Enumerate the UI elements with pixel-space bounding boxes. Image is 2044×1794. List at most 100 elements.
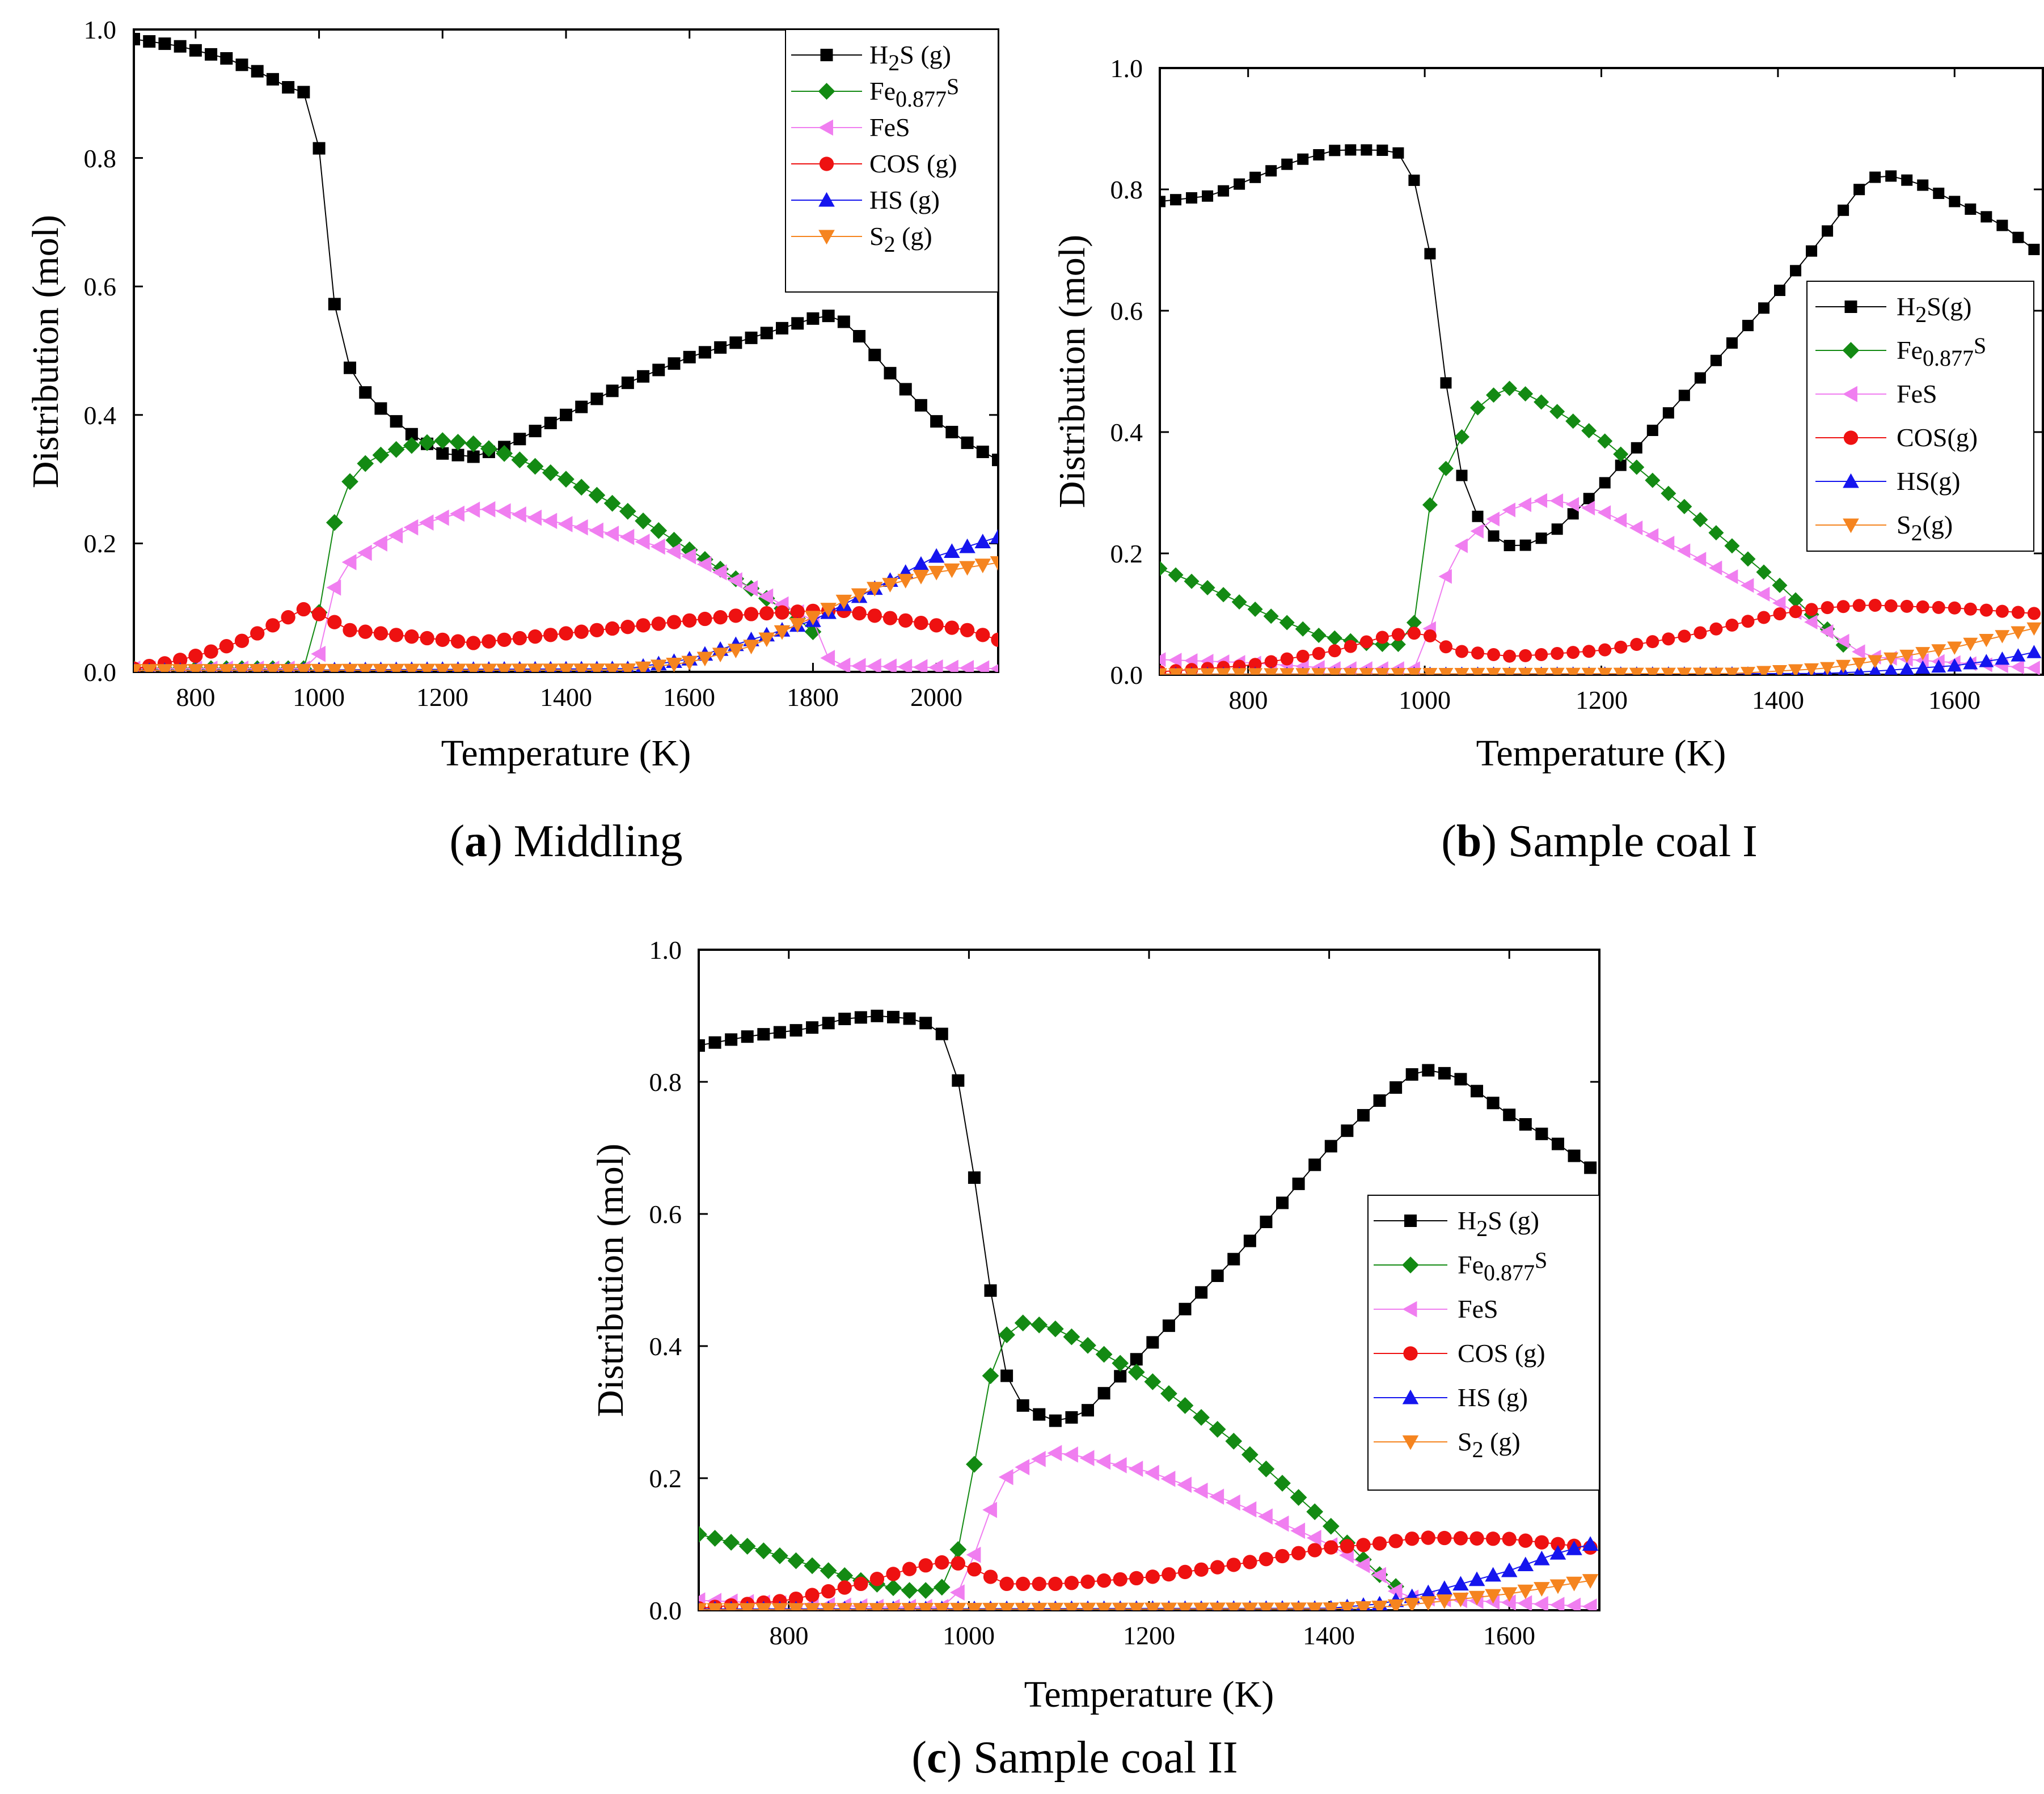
data-point [403,663,420,672]
data-point [913,570,930,585]
data-point [134,664,142,672]
legend-marker [1844,301,1857,313]
data-point [930,415,943,428]
data-point [357,663,374,672]
data-point [1306,1602,1323,1610]
data-point [758,632,775,648]
data-point [1519,649,1532,662]
data-point [574,624,589,639]
data-point [573,663,590,672]
data-point [1082,1404,1095,1417]
data-point [759,606,774,621]
data-point [1345,144,1357,156]
data-point [1170,194,1182,206]
data-point [1645,667,1660,675]
data-point [935,1027,948,1040]
legend-label-tail: S [1974,333,1986,358]
data-point [914,399,927,412]
data-point [1193,1482,1208,1499]
data-point [1772,595,1786,611]
data-point [1568,1149,1581,1162]
data-point [1274,1515,1289,1532]
data-point [790,604,805,619]
data-point [1438,460,1454,476]
legend-marker [1843,386,1857,403]
legend-entry: COS (g) [1374,1339,1545,1368]
data-point [559,626,573,641]
data-point [1361,144,1372,156]
data-point [1390,1081,1403,1094]
data-point [357,455,374,472]
data-point [266,73,279,86]
data-point [805,611,821,625]
data-point [1932,600,1945,614]
data-point [1470,400,1486,416]
legend-label-main: FeS [1897,379,1937,408]
data-point [1322,1517,1340,1535]
y-tick-label: 0.6 [84,272,117,301]
data-point [1437,1530,1452,1546]
x-tick-labels: 800 1000 1200 1400 1600 [770,1621,1536,1650]
data-point [1534,1596,1548,1610]
data-point [712,648,729,663]
data-point [1788,664,1804,675]
data-point [998,1602,1015,1610]
data-point [1339,1602,1355,1610]
x-tick-label: 1400 [1752,686,1804,714]
data-point [312,142,326,155]
data-point [1566,1597,1581,1610]
data-point [1916,600,1929,613]
data-point [1391,668,1406,675]
series-triangle-down [699,1574,1599,1610]
legend-label-main: HS (g) [1458,1383,1528,1412]
data-point [1756,586,1770,602]
legend-label: COS (g) [1458,1339,1545,1368]
data-point [743,580,758,597]
data-point [1868,655,1883,668]
data-point [205,48,218,61]
data-point [1210,1560,1225,1575]
legend-label-sub: 2 [1911,520,1923,545]
data-point [820,603,837,617]
data-point [251,65,264,78]
data-point [901,1582,918,1599]
data-point [1209,1602,1226,1610]
data-point [589,522,603,539]
x-axis-label: Temperature (K) [1476,733,1726,774]
data-point [898,613,913,628]
data-point [913,556,930,571]
data-point [1584,1161,1597,1174]
data-point [854,1011,867,1024]
legend-label: Fe0.877S [1458,1247,1547,1285]
data-point [755,1603,772,1610]
legend-label-main: S [1458,1427,1472,1456]
data-point [1232,668,1247,675]
legend-marker [818,83,835,100]
data-point [1390,637,1406,652]
data-point [665,531,683,549]
data-point [1162,1319,1175,1332]
data-point [1597,505,1611,521]
data-point [1931,644,1946,658]
data-point [723,1603,740,1610]
data-point [295,663,312,672]
data-point [1408,174,1420,186]
data-point [326,514,343,531]
data-point [1740,551,1756,567]
data-point [1049,1414,1062,1427]
legend-entry: HS (g) [791,185,940,214]
data-point [1357,1108,1370,1122]
panel-caption: (b) Sample coal I [1441,816,1758,866]
data-point [1724,667,1739,675]
data-point [464,435,482,452]
data-point [885,1579,902,1597]
data-point [945,426,958,439]
data-point [1724,538,1740,554]
data-point [866,582,883,597]
data-point [982,1602,999,1610]
data-point [650,522,668,539]
data-point [836,1603,853,1610]
data-point [1452,1592,1469,1607]
data-point [1884,599,1898,612]
data-point [621,376,634,390]
